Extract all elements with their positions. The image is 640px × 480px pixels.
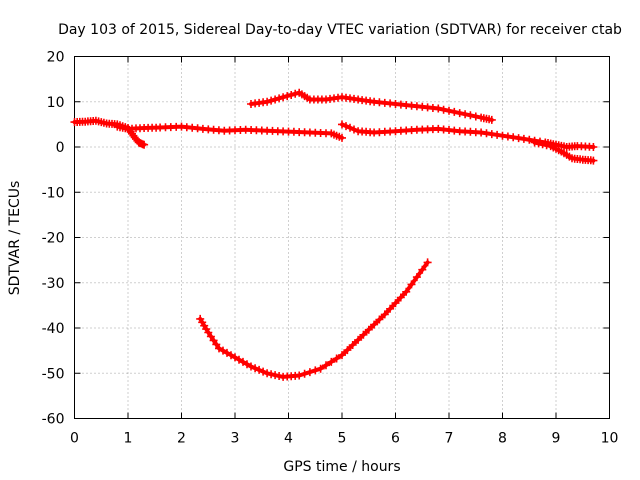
series-arc-3-points — [247, 88, 496, 124]
y-tick-label: -50 — [42, 366, 65, 382]
data-series — [70, 88, 598, 381]
y-axis-label: SDTVAR / TECUs — [7, 181, 23, 296]
y-tick-label: 10 — [47, 95, 65, 111]
y-tick-label: -30 — [42, 276, 65, 292]
grid — [74, 56, 610, 419]
x-tick-label: 10 — [601, 431, 619, 447]
x-tick-label: 8 — [498, 431, 507, 447]
chart-title: Day 103 of 2015, Sidereal Day-to-day VTE… — [58, 22, 622, 38]
x-tick-label: 6 — [391, 431, 400, 447]
x-tick-label: 7 — [445, 431, 454, 447]
x-tick-label: 1 — [124, 431, 133, 447]
series-arc-6-points — [196, 258, 432, 381]
y-tick-label: -10 — [42, 185, 65, 201]
x-axis-label: GPS time / hours — [283, 459, 400, 475]
x-tick-label: 0 — [70, 431, 79, 447]
y-tick-label: -20 — [42, 231, 65, 247]
x-tick-label: 4 — [284, 431, 293, 447]
x-tick-label: 5 — [338, 431, 347, 447]
y-tick-label: 0 — [56, 140, 65, 156]
x-tick-label: 2 — [177, 431, 186, 447]
y-tick-label: -60 — [42, 412, 65, 428]
y-tick-label: 20 — [47, 50, 65, 66]
series-arc-2-points — [113, 122, 346, 142]
x-tick-label: 3 — [231, 431, 240, 447]
y-tick-label: -40 — [42, 321, 65, 337]
axis-ticks: 0 1 2 3 4 5 6 7 8 9 10 -60 -50 -40 -30 -20 -10 0 10 20 — [42, 50, 619, 447]
x-tick-label: 9 — [552, 431, 561, 447]
series-arc-5-points — [530, 138, 598, 165]
